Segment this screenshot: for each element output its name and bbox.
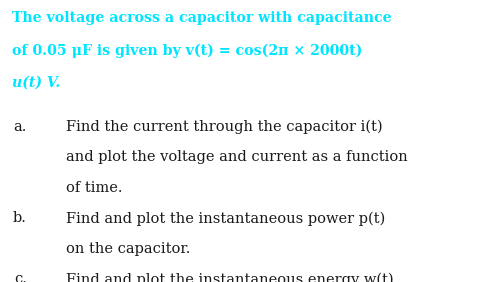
Text: and plot the voltage and current as a function: and plot the voltage and current as a fu… [66,150,407,164]
Text: Find and plot the instantaneous energy w(t): Find and plot the instantaneous energy w… [66,272,393,282]
Text: of 0.05 μF is given by v(t) = cos(2π × 2000t): of 0.05 μF is given by v(t) = cos(2π × 2… [12,44,362,58]
Text: on the capacitor.: on the capacitor. [66,242,190,256]
Text: The voltage across a capacitor with capacitance: The voltage across a capacitor with capa… [12,11,391,25]
Text: a.: a. [14,120,27,134]
Text: Find the current through the capacitor i(t): Find the current through the capacitor i… [66,120,382,134]
Text: c.: c. [14,272,27,282]
Text: b.: b. [13,211,27,225]
Text: Find and plot the instantaneous power p(t): Find and plot the instantaneous power p(… [66,211,385,226]
Text: u(t) V.: u(t) V. [12,76,61,90]
Text: of time.: of time. [66,181,122,195]
